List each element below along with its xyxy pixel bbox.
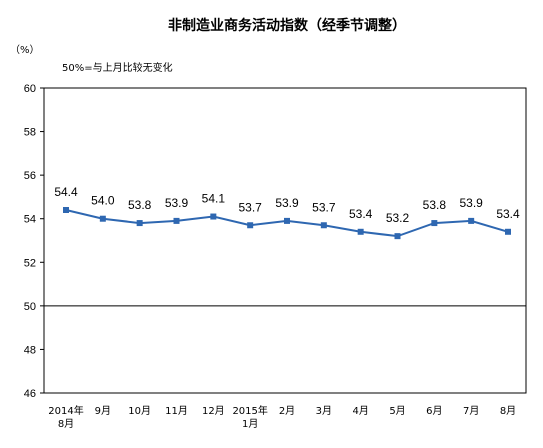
x-tick-label-line: 1月 <box>242 418 258 430</box>
x-tick-label: 7月 <box>463 405 479 417</box>
x-tick-label-line: 12月 <box>202 405 225 417</box>
data-point <box>320 222 327 229</box>
data-point <box>431 220 438 227</box>
y-tick-label: 60 <box>24 83 36 95</box>
y-tick-label: 52 <box>24 257 36 269</box>
y-tick-label: 58 <box>24 127 36 139</box>
x-tick-label: 11月 <box>165 405 188 417</box>
x-tick-label: 2014年 8月 <box>48 404 83 430</box>
data-label: 53.4 <box>349 207 373 221</box>
series-line-group: 54.4 54.0 53.8 53.9 54.1 53.7 53.9 53.7 53.4 53.2… <box>54 185 520 240</box>
plot-area <box>43 87 527 394</box>
x-tick-label-line: 7月 <box>463 405 479 417</box>
x-tick-label: 5月 <box>389 405 405 417</box>
x-tick-label: 8月 <box>500 405 516 417</box>
data-point <box>210 213 217 220</box>
x-tick-label-line: 4月 <box>352 405 368 417</box>
data-label: 53.2 <box>386 211 410 225</box>
x-tick-label: 4月 <box>352 405 368 417</box>
data-point <box>468 217 475 224</box>
data-label: 54.1 <box>202 192 226 206</box>
y-tick-label: 50 <box>24 301 36 313</box>
x-tick-label-line: 2月 <box>279 405 295 417</box>
data-point <box>63 207 69 213</box>
data-point <box>136 220 143 227</box>
x-tick-label: 2月 <box>279 405 295 417</box>
x-tick-label: 2015年 1月 <box>232 404 267 430</box>
y-tick-label: 56 <box>24 170 36 182</box>
x-tick-label: 6月 <box>426 405 442 417</box>
data-point <box>247 222 254 229</box>
data-point <box>173 217 180 224</box>
x-tick-label-line: 2015年 <box>232 404 267 417</box>
x-tick-label-line: 10月 <box>128 405 151 417</box>
data-point <box>394 233 401 240</box>
chart-note: 50%=与上月比较无变化 <box>62 61 173 74</box>
y-tick-label: 48 <box>24 344 36 356</box>
data-point <box>284 217 290 224</box>
data-label: 53.4 <box>496 207 520 221</box>
data-label: 54.4 <box>54 185 78 199</box>
data-label: 53.7 <box>312 200 336 214</box>
data-label: 53.7 <box>238 200 262 214</box>
data-point <box>357 228 364 235</box>
x-tick-label-line: 2014年 <box>48 404 83 417</box>
y-axis: 60 58 56 54 52 50 48 46 <box>24 83 44 400</box>
x-tick-label-line: 3月 <box>316 405 332 417</box>
x-tick-label-line: 8月 <box>500 405 516 417</box>
data-label: 53.9 <box>165 196 189 210</box>
x-tick-label: 10月 <box>128 405 151 417</box>
data-label: 53.9 <box>275 196 299 210</box>
data-label: 54.0 <box>91 194 115 208</box>
data-label: 53.9 <box>459 196 483 210</box>
x-tick-label: 9月 <box>95 405 111 417</box>
x-tick-label: 12月 <box>202 405 225 417</box>
x-tick-label-line: 6月 <box>426 405 442 417</box>
y-tick-label: 54 <box>24 214 36 226</box>
x-tick-label-line: 11月 <box>165 405 188 417</box>
x-tick-label-line: 5月 <box>389 405 405 417</box>
chart-title: 非制造业商务活动指数（经季节调整） <box>168 17 406 34</box>
x-tick-label-line: 8月 <box>58 418 74 430</box>
data-point <box>505 228 511 235</box>
y-unit-label: （%） <box>10 44 40 56</box>
data-label: 53.8 <box>128 198 152 212</box>
x-tick-label: 3月 <box>316 405 332 417</box>
data-point <box>99 215 106 222</box>
x-tick-label-line: 9月 <box>95 405 111 417</box>
y-tick-label: 46 <box>24 388 36 400</box>
data-label: 53.8 <box>423 198 447 212</box>
